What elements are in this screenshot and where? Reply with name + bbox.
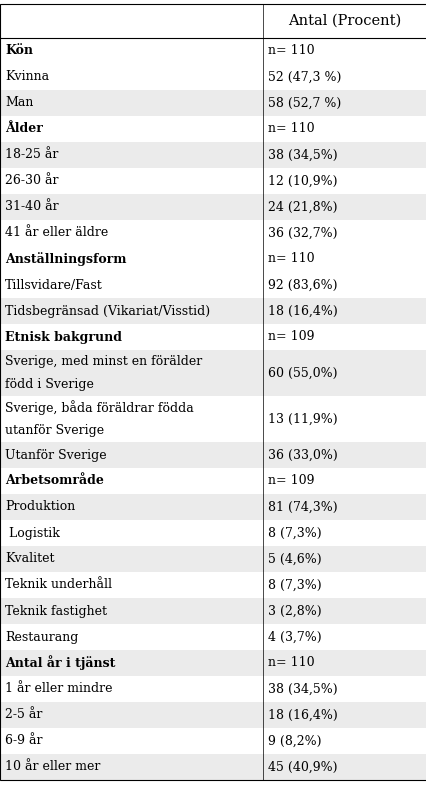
Text: 2-5 år: 2-5 år: [5, 708, 43, 722]
Bar: [0, 168, 426, 194]
Bar: [0, 442, 426, 468]
Text: 36 (32,7%): 36 (32,7%): [268, 226, 337, 240]
Text: Tidsbegränsad (Vikariat/Visstid): Tidsbegränsad (Vikariat/Visstid): [5, 305, 210, 318]
Text: Sverige, båda föräldrar födda: Sverige, båda föräldrar födda: [5, 400, 193, 415]
Text: 58 (52,7 %): 58 (52,7 %): [268, 96, 341, 110]
Text: n= 109: n= 109: [268, 475, 314, 488]
Bar: [0, 546, 426, 572]
Text: Kön: Kön: [5, 44, 33, 58]
Text: Teknik underhåll: Teknik underhåll: [5, 578, 112, 592]
Bar: [0, 598, 426, 624]
Text: 60 (55,0%): 60 (55,0%): [268, 367, 337, 379]
Bar: [0, 754, 426, 780]
Text: 24 (21,8%): 24 (21,8%): [268, 200, 337, 213]
Text: n= 109: n= 109: [268, 330, 314, 343]
Text: 4 (3,7%): 4 (3,7%): [268, 630, 321, 643]
Text: 36 (33,0%): 36 (33,0%): [268, 448, 337, 461]
Text: 18 (16,4%): 18 (16,4%): [268, 708, 337, 722]
Text: 45 (40,9%): 45 (40,9%): [268, 760, 337, 773]
Text: Antal (Procent): Antal (Procent): [288, 14, 400, 28]
Bar: [0, 220, 426, 246]
Bar: [0, 194, 426, 220]
Bar: [0, 272, 426, 298]
Text: Antal år i tjänst: Antal år i tjänst: [5, 655, 115, 670]
Text: Tillsvidare/Fast: Tillsvidare/Fast: [5, 278, 103, 291]
Bar: [0, 350, 426, 396]
Text: 9 (8,2%): 9 (8,2%): [268, 735, 321, 747]
Text: 92 (83,6%): 92 (83,6%): [268, 278, 337, 291]
Bar: [0, 624, 426, 650]
Bar: [0, 702, 426, 728]
Text: Etnisk bakgrund: Etnisk bakgrund: [5, 330, 122, 343]
Text: 13 (11,9%): 13 (11,9%): [268, 412, 337, 426]
Text: utanför Sverige: utanför Sverige: [5, 424, 104, 437]
Bar: [0, 676, 426, 702]
Bar: [0, 324, 426, 350]
Text: n= 110: n= 110: [268, 123, 314, 136]
Text: 6-9 år: 6-9 år: [5, 735, 43, 747]
Text: 8 (7,3%): 8 (7,3%): [268, 526, 321, 540]
Bar: [0, 4, 426, 38]
Text: Sverige, med minst en förälder: Sverige, med minst en förälder: [5, 355, 202, 368]
Text: Arbetsområde: Arbetsområde: [5, 475, 104, 488]
Text: Man: Man: [5, 96, 33, 110]
Text: Utanför Sverige: Utanför Sverige: [5, 448, 106, 461]
Text: Ålder: Ålder: [5, 123, 43, 136]
Text: 38 (34,5%): 38 (34,5%): [268, 683, 337, 695]
Text: 81 (74,3%): 81 (74,3%): [268, 500, 337, 513]
Text: 5 (4,6%): 5 (4,6%): [268, 553, 321, 565]
Text: 18 (16,4%): 18 (16,4%): [268, 305, 337, 318]
Text: n= 110: n= 110: [268, 253, 314, 265]
Text: Logistik: Logistik: [5, 526, 60, 540]
Bar: [0, 246, 426, 272]
Text: 52 (47,3 %): 52 (47,3 %): [268, 71, 341, 83]
Bar: [0, 142, 426, 168]
Text: 1 år eller mindre: 1 år eller mindre: [5, 683, 112, 695]
Text: Anställningsform: Anställningsform: [5, 252, 127, 266]
Bar: [0, 38, 426, 64]
Bar: [0, 520, 426, 546]
Text: Kvalitet: Kvalitet: [5, 553, 55, 565]
Bar: [0, 468, 426, 494]
Bar: [0, 298, 426, 324]
Bar: [0, 116, 426, 142]
Text: 26-30 år: 26-30 år: [5, 175, 58, 188]
Bar: [0, 728, 426, 754]
Text: Produktion: Produktion: [5, 500, 75, 513]
Text: 3 (2,8%): 3 (2,8%): [268, 605, 321, 618]
Bar: [0, 572, 426, 598]
Text: Restaurang: Restaurang: [5, 630, 78, 643]
Bar: [0, 494, 426, 520]
Text: 18-25 år: 18-25 år: [5, 148, 58, 161]
Bar: [0, 396, 426, 442]
Bar: [0, 90, 426, 116]
Bar: [0, 650, 426, 676]
Text: Teknik fastighet: Teknik fastighet: [5, 605, 107, 618]
Text: 8 (7,3%): 8 (7,3%): [268, 578, 321, 592]
Text: 12 (10,9%): 12 (10,9%): [268, 175, 337, 188]
Text: 10 år eller mer: 10 år eller mer: [5, 760, 100, 773]
Text: 31-40 år: 31-40 år: [5, 200, 59, 213]
Bar: [0, 64, 426, 90]
Text: 41 år eller äldre: 41 år eller äldre: [5, 226, 108, 240]
Text: n= 110: n= 110: [268, 657, 314, 670]
Text: n= 110: n= 110: [268, 44, 314, 58]
Text: Kvinna: Kvinna: [5, 71, 49, 83]
Text: 38 (34,5%): 38 (34,5%): [268, 148, 337, 161]
Text: född i Sverige: född i Sverige: [5, 378, 94, 391]
